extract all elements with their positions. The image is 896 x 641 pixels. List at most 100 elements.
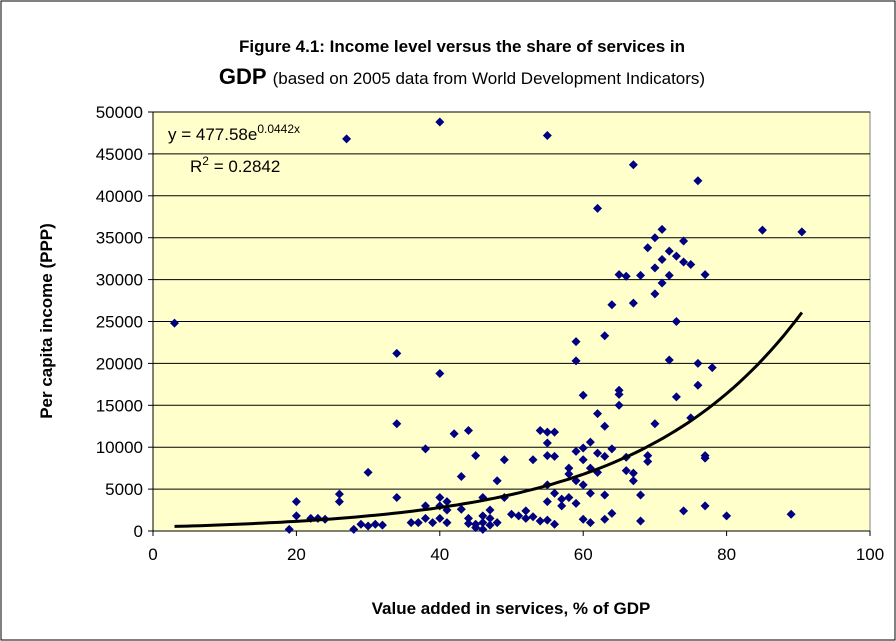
x-tick-label: 20 bbox=[287, 545, 306, 564]
scatter-point bbox=[585, 488, 595, 498]
scatter-point bbox=[636, 516, 646, 526]
scatter-point bbox=[564, 463, 574, 473]
scatter-point bbox=[700, 453, 710, 463]
scatter-point bbox=[557, 494, 567, 504]
y-tick-label: 45000 bbox=[96, 145, 143, 164]
scatter-point bbox=[797, 227, 807, 237]
scatter-point bbox=[614, 389, 624, 399]
scatter-point bbox=[643, 451, 653, 461]
scatter-point bbox=[428, 518, 438, 528]
y-tick-label: 5000 bbox=[105, 480, 143, 499]
scatter-point bbox=[442, 518, 452, 528]
scatter-point bbox=[377, 520, 387, 530]
scatter-point bbox=[671, 392, 681, 402]
scatter-point bbox=[542, 451, 552, 461]
scatter-point bbox=[578, 514, 588, 524]
scatter-point bbox=[535, 516, 545, 526]
scatter-point bbox=[757, 225, 767, 235]
scatter-point bbox=[700, 501, 710, 511]
x-tick-label: 60 bbox=[574, 545, 593, 564]
scatter-point bbox=[707, 363, 717, 373]
scatter-point bbox=[542, 497, 552, 507]
scatter-point bbox=[542, 130, 552, 140]
scatter-point bbox=[593, 448, 603, 458]
scatter-point bbox=[636, 270, 646, 280]
scatter-point bbox=[334, 497, 344, 507]
scatter-point bbox=[478, 524, 488, 534]
scatter-point bbox=[600, 514, 610, 524]
equation-exponent: 0.0442x bbox=[257, 122, 300, 136]
scatter-point bbox=[686, 260, 696, 270]
scatter-point bbox=[485, 505, 495, 515]
scatter-point bbox=[420, 513, 430, 523]
scatter-point bbox=[571, 446, 581, 456]
scatter-point bbox=[636, 490, 646, 500]
scatter-point bbox=[478, 511, 488, 521]
scatter-point bbox=[693, 358, 703, 368]
scatter-point bbox=[535, 425, 545, 435]
scatter-point bbox=[571, 337, 581, 347]
scatter-point bbox=[356, 519, 366, 529]
scatter-point bbox=[499, 455, 509, 465]
scatter-point bbox=[679, 257, 689, 267]
scatter-point bbox=[786, 509, 796, 519]
chart-title: Figure 4.1: Income level versus the shar… bbox=[239, 37, 685, 56]
scatter-point bbox=[671, 317, 681, 326]
x-tick-label: 0 bbox=[148, 545, 157, 564]
scatter-point bbox=[600, 451, 610, 461]
scatter-point bbox=[420, 444, 430, 454]
scatter-point bbox=[614, 270, 624, 280]
scatter-point bbox=[593, 203, 603, 213]
y-tick-label: 25000 bbox=[96, 313, 143, 332]
scatter-point bbox=[406, 518, 416, 528]
scatter-point bbox=[607, 508, 617, 518]
scatter-point bbox=[463, 518, 473, 528]
scatter-point bbox=[485, 520, 495, 530]
scatter-point bbox=[542, 427, 552, 437]
scatter-point bbox=[671, 251, 681, 261]
r-squared-value: = 0.2842 bbox=[209, 157, 280, 176]
scatter-point bbox=[628, 298, 638, 308]
scatter-point bbox=[435, 117, 445, 127]
scatter-point bbox=[585, 437, 595, 447]
scatter-point bbox=[456, 472, 466, 482]
scatter-point bbox=[550, 519, 560, 529]
scatter-point bbox=[435, 368, 445, 378]
scatter-point bbox=[550, 488, 560, 498]
chart-title: GDP bbox=[219, 64, 267, 89]
scatter-point bbox=[542, 438, 552, 448]
scatter-point bbox=[679, 236, 689, 246]
equation-text: y = 477.58e bbox=[168, 125, 257, 144]
scatter-point bbox=[657, 254, 667, 264]
scatter-point bbox=[334, 489, 344, 499]
y-axis-label: Per capita income (PPP) bbox=[37, 223, 56, 419]
scatter-point bbox=[370, 519, 380, 529]
scatter-point bbox=[679, 506, 689, 516]
scatter-point bbox=[471, 523, 481, 533]
scatter-point bbox=[463, 513, 473, 523]
r-squared-sup: 2 bbox=[202, 154, 209, 168]
scatter-point bbox=[413, 518, 423, 528]
scatter-point bbox=[363, 521, 373, 531]
scatter-point bbox=[585, 518, 595, 528]
scatter-point bbox=[557, 501, 567, 511]
scatter-point bbox=[342, 134, 352, 144]
scatter-point bbox=[435, 492, 445, 502]
scatter-point bbox=[700, 270, 710, 280]
scatter-point bbox=[170, 318, 180, 328]
scatter-point bbox=[456, 504, 466, 514]
y-tick-label: 20000 bbox=[96, 354, 143, 373]
scatter-point bbox=[607, 300, 617, 310]
r-squared: R2 = 0.2842 bbox=[190, 154, 280, 176]
scatter-point bbox=[578, 390, 588, 400]
scatter-point bbox=[628, 160, 638, 170]
y-tick-label: 30000 bbox=[96, 271, 143, 290]
scatter-point bbox=[621, 271, 631, 281]
scatter-point bbox=[485, 513, 495, 523]
scatter-point bbox=[607, 444, 617, 454]
scatter-point bbox=[578, 455, 588, 465]
scatter-point bbox=[478, 518, 488, 528]
scatter-point bbox=[657, 278, 667, 288]
x-axis-label: Value added in services, % of GDP bbox=[372, 599, 651, 618]
scatter-point bbox=[291, 511, 301, 521]
